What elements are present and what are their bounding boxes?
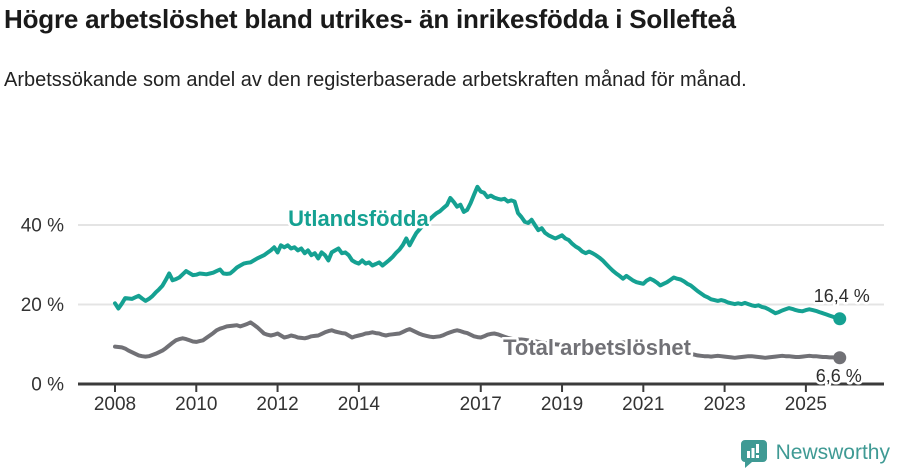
newsworthy-logo-text: Newsworthy	[775, 441, 890, 464]
y-tick-label-0: 0 %	[31, 375, 64, 396]
series-label-1: Total arbetslöshet	[503, 335, 692, 360]
series-label-0: Utlandsfödda	[288, 206, 429, 231]
x-tick-label-2021: 2021	[622, 394, 664, 415]
newsworthy-logo[interactable]: Newsworthy	[739, 438, 890, 468]
x-tick-label-2017: 2017	[460, 394, 502, 415]
series-end-dot-1	[833, 351, 847, 365]
x-tick-label-2023: 2023	[703, 394, 745, 415]
series-line-0	[113, 184, 842, 321]
series-line-1	[113, 320, 842, 360]
x-tick-label-2019: 2019	[541, 394, 583, 415]
series-end-dot-0	[833, 312, 847, 326]
y-tick-label-20: 20 %	[21, 295, 64, 316]
series-end-value-label-0: 16,4 %	[814, 286, 870, 306]
y-tick-label-40: 40 %	[21, 216, 64, 237]
series-end-value-label-1: 6,6 %	[816, 366, 862, 386]
unemployment-line-chart: 2008 2010 2012 2014 2017 2019 2021 2023 2025 0 % 2…	[21, 184, 884, 415]
x-tick-label-2008: 2008	[94, 394, 136, 415]
newsworthy-logo-icon	[740, 440, 767, 468]
x-tick-label-2025: 2025	[785, 394, 827, 415]
chart-subtitle: Arbetssökande som andel av den registerb…	[4, 69, 747, 91]
x-tick-label-2012: 2012	[256, 394, 298, 415]
page-title: Högre arbetslöshet bland utrikes- än inr…	[4, 4, 736, 34]
x-tick-label-2014: 2014	[338, 394, 381, 415]
x-tick-label-2010: 2010	[175, 394, 217, 415]
